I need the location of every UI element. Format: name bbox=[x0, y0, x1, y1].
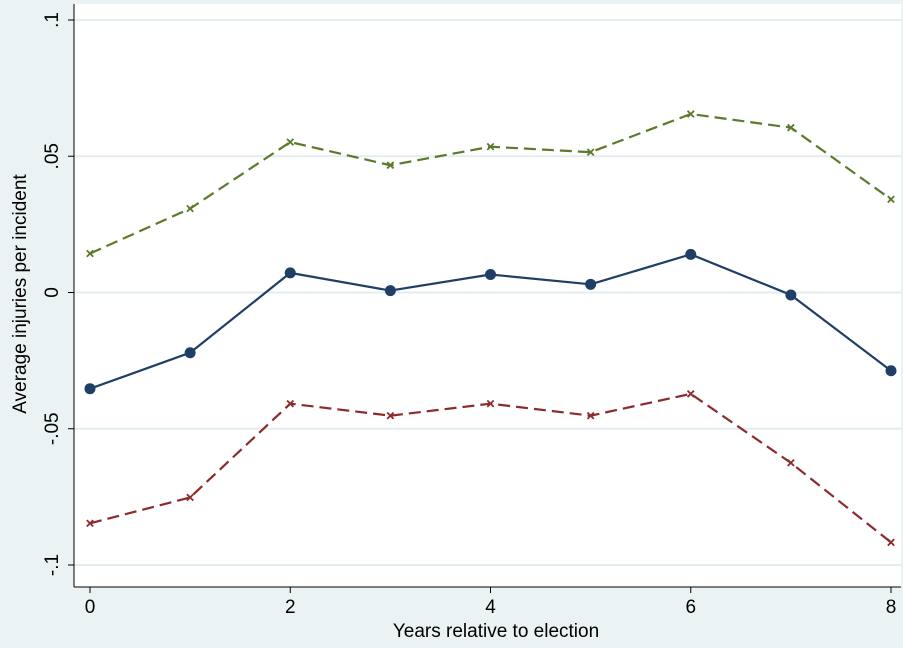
data-point bbox=[485, 269, 496, 281]
data-point bbox=[586, 411, 595, 420]
y-axis-title: Average injuries per incident bbox=[10, 174, 31, 414]
y-tick-label: -.05 bbox=[42, 412, 63, 445]
data-point bbox=[785, 289, 797, 301]
data-point bbox=[386, 161, 395, 170]
data-point bbox=[887, 538, 895, 547]
series-2 bbox=[86, 390, 895, 547]
data-point bbox=[286, 138, 295, 146]
data-point bbox=[86, 249, 94, 258]
data-point bbox=[184, 347, 196, 359]
data-point bbox=[486, 142, 495, 151]
data-point bbox=[384, 285, 396, 297]
y-tick-label: 0 bbox=[42, 287, 63, 298]
data-point bbox=[787, 123, 795, 132]
data-point bbox=[284, 267, 296, 279]
x-tick-label: 0 bbox=[85, 597, 96, 618]
x-axis-title: Years relative to election bbox=[393, 621, 599, 642]
data-point bbox=[386, 411, 395, 420]
ticks: -.1 -.05 0 .05 .1 0 2 4 6 8 bbox=[42, 12, 896, 618]
data-point bbox=[686, 390, 695, 398]
data-point bbox=[486, 399, 495, 408]
x-tick-label: 2 bbox=[285, 597, 296, 618]
series-0 bbox=[86, 110, 895, 258]
data-point bbox=[186, 204, 194, 213]
data-point bbox=[186, 493, 194, 502]
data-point bbox=[686, 110, 695, 118]
y-tick-label: -.1 bbox=[42, 554, 63, 576]
data-point bbox=[84, 383, 96, 395]
data-point bbox=[887, 195, 895, 204]
y-tick-label: .1 bbox=[42, 12, 63, 28]
series-1 bbox=[84, 248, 897, 395]
y-tick-label: .05 bbox=[42, 143, 63, 169]
series-group bbox=[84, 110, 897, 547]
data-point bbox=[286, 399, 295, 408]
data-point bbox=[585, 278, 597, 290]
x-tick-label: 4 bbox=[485, 597, 496, 618]
x-tick-label: 8 bbox=[886, 597, 897, 618]
data-point bbox=[885, 365, 897, 377]
data-point bbox=[586, 148, 595, 156]
x-tick-label: 6 bbox=[685, 597, 696, 618]
data-point bbox=[787, 458, 795, 467]
grid-lines bbox=[74, 19, 901, 566]
plot-area bbox=[74, 4, 901, 587]
data-point bbox=[86, 519, 94, 528]
data-point bbox=[685, 248, 697, 260]
